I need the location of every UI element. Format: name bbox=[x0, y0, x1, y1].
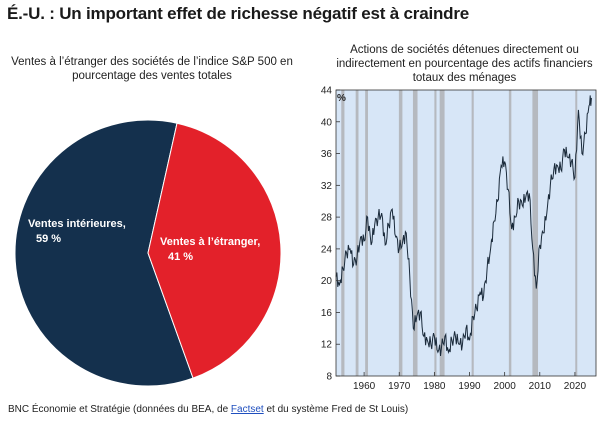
y-tick-label: 32 bbox=[321, 181, 333, 192]
x-tick-label: 2000 bbox=[494, 381, 517, 392]
x-tick-label: 2020 bbox=[564, 381, 587, 392]
source-footer: BNC Économie et Stratégie (données du BE… bbox=[8, 404, 408, 415]
y-tick-label: 28 bbox=[321, 213, 333, 224]
recession-band bbox=[439, 90, 445, 376]
plot-frame bbox=[335, 89, 597, 377]
recession-band bbox=[434, 90, 437, 376]
pie-slice-domestic bbox=[14, 119, 194, 387]
y-tick-label: 16 bbox=[321, 308, 333, 319]
x-tick-label: 1970 bbox=[388, 381, 411, 392]
page-title: É.-U. : Un important effet de richesse n… bbox=[7, 4, 470, 23]
y-tick-label: 12 bbox=[321, 340, 333, 351]
x-tick-label: 1980 bbox=[423, 381, 446, 392]
recession-band bbox=[471, 90, 474, 376]
slice-label-domestic-name: Ventes intérieures, bbox=[28, 218, 126, 230]
y-tick-label: 40 bbox=[321, 117, 333, 128]
recession-band bbox=[508, 90, 512, 376]
y-tick-label: 8 bbox=[326, 372, 332, 383]
series-line bbox=[335, 95, 592, 356]
y-tick-label: 24 bbox=[321, 244, 333, 255]
y-tick-label: 36 bbox=[321, 149, 333, 160]
footer-text-after: et du système Fred de St Louis) bbox=[263, 404, 409, 415]
y-tick-label: 44 bbox=[321, 86, 333, 97]
footer-text-before: BNC Économie et Stratégie (données du BE… bbox=[8, 404, 231, 415]
recession-band bbox=[355, 90, 359, 376]
factset-link[interactable]: Factset bbox=[230, 404, 264, 415]
recession-band bbox=[398, 90, 403, 376]
recession-band bbox=[532, 90, 539, 376]
recession-band bbox=[575, 90, 578, 376]
x-tick-label: 2010 bbox=[529, 381, 552, 392]
slice-label-foreign-name: Ventes à l’étranger, bbox=[160, 236, 260, 248]
recession-band bbox=[341, 90, 345, 376]
pie-chart-title: Ventes à l’étranger des sociétés de l’in… bbox=[11, 56, 293, 82]
slice-label-domestic-value: 59 % bbox=[36, 233, 61, 245]
y-tick-label: 20 bbox=[321, 276, 333, 287]
slice-label-foreign-value: 41 % bbox=[168, 251, 193, 263]
recession-band bbox=[365, 90, 368, 376]
line-chart: 8 12 16 20 24 28 32 36 40 44 1960 1970 1980 1990 2000 2… bbox=[321, 86, 597, 392]
line-chart-title: Actions de sociétés détenues directement… bbox=[336, 44, 593, 84]
pie-chart: Ventes intérieures, 59 % Ventes à l’étra… bbox=[14, 119, 282, 387]
y-unit-label: % bbox=[337, 93, 346, 104]
x-tick-label: 1990 bbox=[458, 381, 481, 392]
pie-slice-foreign bbox=[147, 122, 282, 379]
x-tick-label: 1960 bbox=[353, 381, 376, 392]
recession-band bbox=[412, 90, 418, 376]
